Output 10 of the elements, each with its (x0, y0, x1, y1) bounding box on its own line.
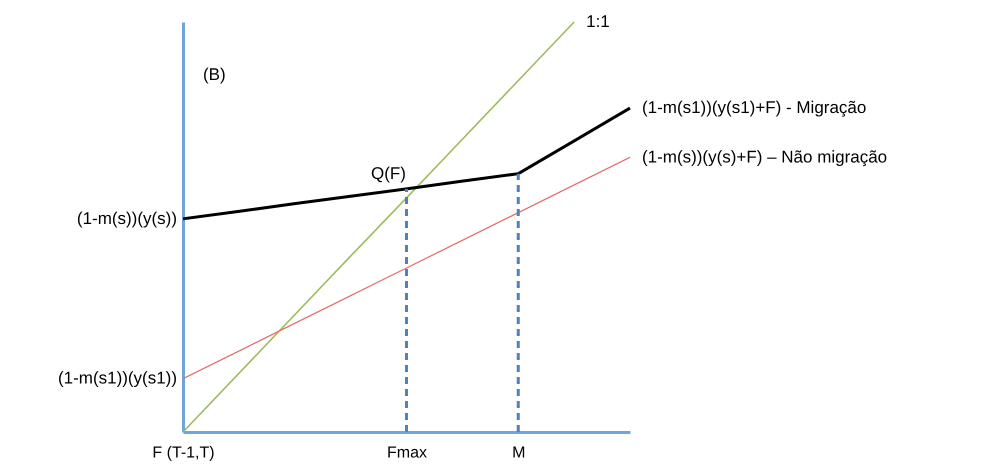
series-label: (1-m(s1))(y(s1)+F) - Migração (642, 98, 866, 118)
x-tick-label: F (T-1,T) (152, 444, 215, 462)
annotation: (1-m(s))(y(s)) (76, 208, 177, 228)
annotation: (B) (203, 65, 226, 84)
x-tick-label: Fmax (387, 444, 427, 462)
x-tick-label: M (512, 444, 526, 462)
series-label: (1-m(s))(y(s)+F) – Não migração (642, 147, 888, 166)
annotation: (1-m(s1))(y(s1)) (58, 368, 177, 388)
series-label: 1:1 (586, 12, 610, 31)
annotation: Q(F) (371, 164, 406, 183)
